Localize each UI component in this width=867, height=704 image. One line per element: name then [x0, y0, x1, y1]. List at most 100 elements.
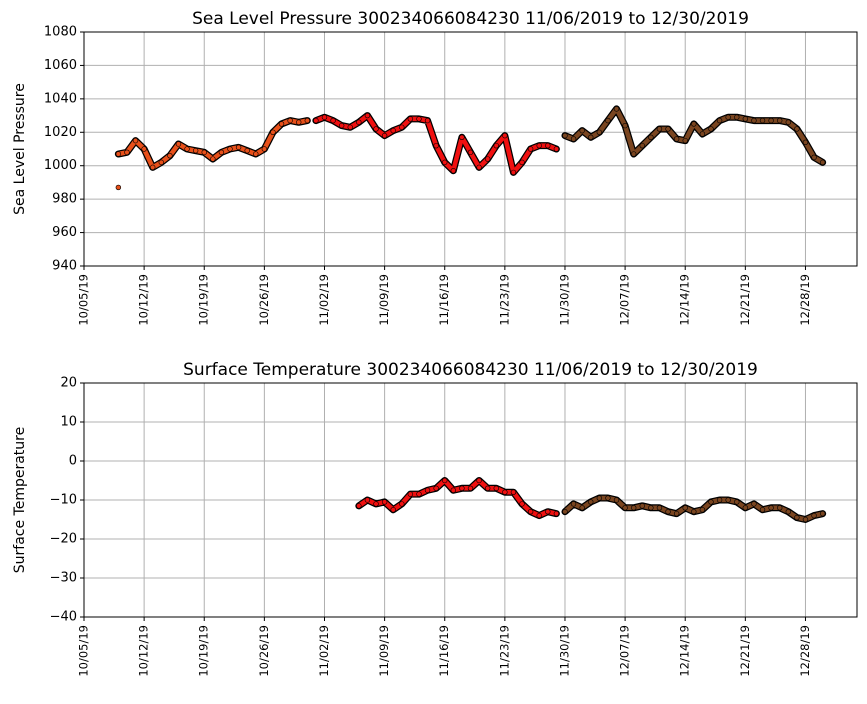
data-point — [373, 501, 379, 507]
data-point — [476, 477, 482, 484]
y-axis-label: Sea Level Pressure — [12, 83, 28, 215]
data-point — [734, 114, 740, 120]
y-tick-label: 0 — [69, 454, 77, 469]
data-point — [768, 117, 774, 124]
data-point — [708, 126, 714, 132]
x-tick-label: 10/19/19 — [197, 625, 211, 677]
data-point — [751, 501, 757, 507]
data-point — [493, 142, 499, 149]
data-point — [433, 485, 439, 491]
x-tick-label: 10/26/19 — [257, 274, 271, 326]
x-tick-label: 10/12/19 — [137, 274, 151, 326]
data-point — [536, 142, 542, 149]
data-point — [630, 505, 637, 511]
data-point — [553, 510, 560, 517]
data-point — [356, 119, 362, 125]
x-tick-label: 12/07/19 — [618, 274, 632, 326]
series-line-outline — [561, 105, 827, 166]
data-point — [545, 509, 551, 515]
data-point — [588, 134, 594, 141]
data-point — [192, 147, 199, 154]
data-point — [484, 485, 491, 491]
data-point — [493, 485, 499, 491]
data-point — [484, 156, 491, 162]
x-tick-label: 11/23/19 — [497, 274, 511, 326]
data-point — [235, 144, 242, 151]
data-point — [390, 507, 396, 513]
y-tick-label: −40 — [50, 610, 77, 625]
x-tick-label: 12/21/19 — [738, 625, 752, 677]
y-tick-label: 20 — [60, 376, 77, 391]
x-tick-label: 11/09/19 — [377, 625, 391, 677]
data-point — [321, 114, 328, 120]
data-point — [768, 505, 774, 511]
data-point — [656, 126, 663, 132]
y-tick-label: 1060 — [44, 58, 77, 73]
data-point — [785, 509, 791, 515]
data-point — [785, 119, 791, 125]
y-tick-label: 1080 — [44, 25, 77, 40]
data-point — [553, 146, 560, 152]
data-point — [819, 159, 826, 166]
data-point — [364, 497, 371, 503]
data-point — [270, 129, 276, 135]
data-point — [794, 126, 800, 132]
data-point — [278, 121, 285, 127]
data-point — [399, 501, 405, 507]
data-point — [811, 154, 817, 161]
data-point — [390, 127, 396, 134]
data-point — [527, 146, 534, 152]
plot-frame — [83, 382, 858, 618]
data-point — [253, 151, 259, 157]
data-point — [656, 505, 663, 511]
data-point — [141, 146, 147, 152]
data-point — [407, 491, 414, 497]
data-point — [691, 121, 697, 127]
data-point — [450, 168, 457, 174]
data-point — [459, 485, 465, 491]
data-point — [132, 137, 139, 144]
data-point — [467, 485, 474, 491]
chart-title: Surface Temperature 300234066084230 11/0… — [183, 360, 758, 380]
data-point — [330, 117, 336, 124]
x-tick-label: 12/28/19 — [798, 625, 812, 677]
data-point — [742, 505, 749, 511]
data-point — [287, 117, 293, 124]
data-point — [459, 134, 465, 141]
data-point — [296, 119, 302, 125]
y-tick-label: −20 — [50, 532, 77, 547]
y-tick-label: 10 — [60, 415, 77, 430]
data-point — [613, 497, 620, 503]
data-point — [751, 117, 757, 124]
data-point — [570, 501, 577, 507]
data-point — [570, 136, 577, 142]
data-point — [776, 117, 783, 124]
x-tick-label: 11/16/19 — [437, 625, 451, 677]
data-point — [742, 116, 749, 122]
data-point — [381, 132, 388, 139]
y-tick-label: 1020 — [44, 125, 77, 140]
y-tick-label: 1040 — [44, 91, 77, 106]
data-point — [201, 149, 207, 156]
data-point — [613, 106, 620, 112]
data-point — [648, 505, 654, 511]
data-point — [115, 184, 122, 191]
data-point — [510, 489, 517, 495]
y-tick-label: 940 — [52, 259, 77, 274]
data-point — [527, 509, 534, 515]
data-point — [476, 164, 482, 171]
x-tick-label: 11/16/19 — [437, 274, 451, 326]
y-tick-label: −30 — [50, 571, 77, 586]
data-point — [665, 509, 671, 515]
data-point — [605, 495, 611, 501]
data-point — [313, 117, 319, 124]
data-point — [124, 149, 130, 156]
data-point — [210, 156, 216, 162]
y-tick-label: 960 — [52, 225, 77, 240]
data-point — [596, 129, 603, 135]
x-tick-label: 11/30/19 — [557, 625, 571, 677]
data-point — [579, 505, 585, 511]
x-tick-label: 11/02/19 — [317, 625, 331, 677]
